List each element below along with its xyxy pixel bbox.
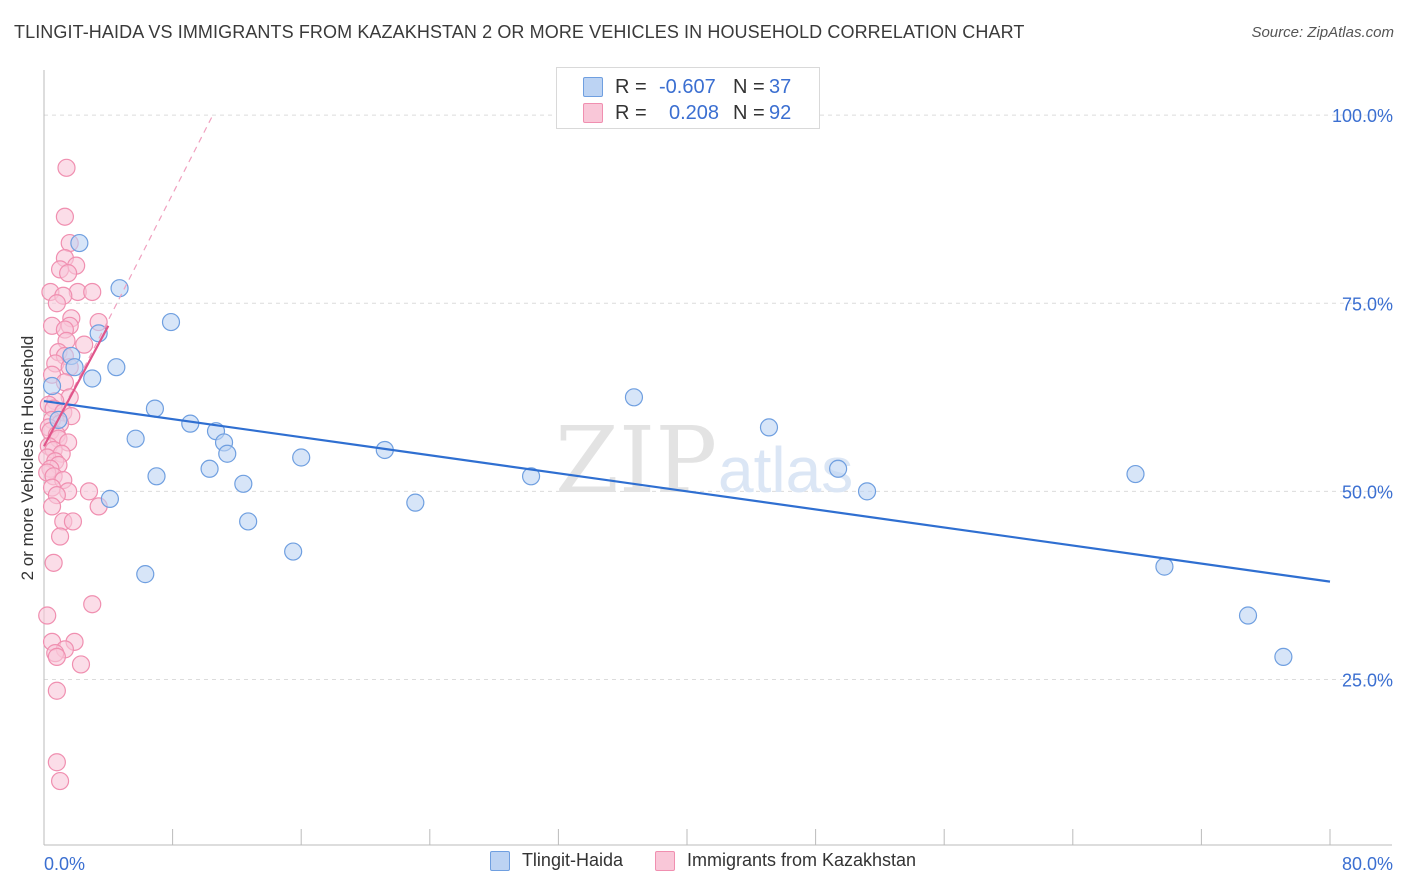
point-tlingit-haida — [857, 482, 877, 501]
correlation-legend: R = -0.607 N = 37 R = 0.208 N = 92 — [556, 67, 820, 129]
point-tlingit-haida — [147, 467, 166, 486]
point-tlingit-haida — [161, 312, 181, 332]
point-tlingit-haida — [70, 233, 89, 253]
legend-r-label: R = — [615, 75, 647, 98]
trend-lines — [43, 114, 1331, 583]
legend-r-label: R = — [615, 101, 647, 124]
point-tlingit-haida — [292, 448, 311, 467]
series-points — [38, 158, 1293, 791]
legend-swatch-tlingit — [583, 77, 603, 97]
point-kazakhstan — [57, 158, 76, 177]
trend-line-kazakhstan-extended — [43, 114, 214, 447]
point-tlingit-haida — [624, 388, 644, 407]
point-tlingit-haida — [284, 542, 303, 561]
point-kazakhstan — [47, 294, 66, 313]
point-tlingit-haida — [65, 358, 84, 377]
point-tlingit-haida — [200, 459, 219, 478]
legend-n-value: 92 — [769, 101, 792, 124]
point-tlingit-haida — [1238, 606, 1258, 625]
point-tlingit-haida — [1274, 647, 1293, 666]
point-tlingit-haida — [218, 444, 237, 463]
point-tlingit-haida — [107, 358, 126, 377]
legend-row-tlingit: R = -0.607 N = 37 — [583, 74, 791, 100]
point-kazakhstan — [63, 512, 83, 531]
y-tick-label: 25.0% — [1342, 670, 1393, 690]
source-label: Source: ZipAtlas.com — [1251, 24, 1394, 41]
point-tlingit-haida — [759, 418, 779, 437]
point-tlingit-haida — [100, 489, 120, 508]
series-legend: Tlingit-Haida Immigrants from Kazakhstan — [0, 850, 1406, 871]
point-kazakhstan — [47, 647, 66, 666]
tick-labels: 25.0% 50.0% 75.0% 100.0% 0.0% 80.0% — [44, 106, 1393, 874]
point-kazakhstan — [83, 282, 102, 302]
point-tlingit-haida — [181, 414, 200, 433]
point-kazakhstan — [47, 681, 66, 700]
point-kazakhstan — [38, 606, 57, 625]
legend-n-label: N = — [733, 75, 765, 98]
point-tlingit-haida — [234, 474, 253, 493]
y-tick-label: 100.0% — [1332, 106, 1393, 126]
point-kazakhstan — [55, 207, 74, 226]
legend-swatch-kazakhstan — [654, 850, 675, 871]
legend-item-tlingit[interactable]: Tlingit-Haida — [489, 850, 623, 871]
legend-r-value: -0.607 — [659, 75, 716, 98]
point-tlingit-haida — [829, 459, 848, 478]
point-kazakhstan — [83, 595, 102, 614]
legend-row-kazakhstan: R = 0.208 N = 92 — [583, 100, 791, 126]
point-tlingit-haida — [42, 376, 62, 396]
point-tlingit-haida — [126, 429, 145, 448]
trend-line-tlingit-haida — [43, 399, 1331, 583]
point-kazakhstan — [79, 482, 99, 501]
point-tlingit-haida — [239, 512, 258, 531]
x-tick-label: 80.0% — [1342, 854, 1393, 874]
point-tlingit-haida — [1126, 464, 1145, 484]
chart-title: TLINGIT-HAIDA VS IMMIGRANTS FROM KAZAKHS… — [14, 22, 1025, 42]
point-kazakhstan — [59, 264, 78, 283]
point-tlingit-haida — [136, 565, 155, 584]
point-kazakhstan — [71, 655, 91, 674]
point-kazakhstan — [50, 771, 70, 791]
point-kazakhstan — [42, 497, 62, 516]
trend-line-kazakhstan — [43, 325, 110, 447]
watermark: ZIP atlas — [555, 407, 853, 514]
point-kazakhstan — [50, 527, 70, 546]
watermark-zip: ZIP — [555, 407, 717, 514]
point-kazakhstan — [47, 753, 66, 772]
point-tlingit-haida — [1155, 557, 1174, 576]
point-tlingit-haida — [110, 279, 129, 298]
point-tlingit-haida — [406, 493, 425, 512]
legend-label-kazakhstan: Immigrants from Kazakhstan — [686, 850, 917, 870]
legend-item-kazakhstan[interactable]: Immigrants from Kazakhstan — [654, 850, 917, 871]
x-tick-label: 0.0% — [44, 854, 85, 874]
point-kazakhstan — [44, 553, 63, 572]
legend-n-label: N = — [733, 101, 765, 124]
legend-n-value: 37 — [769, 75, 792, 98]
legend-r-value: 0.208 — [669, 101, 720, 124]
y-tick-label: 50.0% — [1342, 482, 1393, 502]
legend-swatch-kazakhstan — [583, 103, 603, 123]
legend-swatch-tlingit — [489, 850, 510, 871]
point-tlingit-haida — [521, 467, 541, 486]
point-tlingit-haida — [83, 369, 102, 388]
legend-label-tlingit: Tlingit-Haida — [521, 850, 623, 870]
point-tlingit-haida — [145, 399, 165, 418]
point-kazakhstan — [75, 335, 94, 354]
y-tick-label: 75.0% — [1342, 294, 1393, 314]
gridlines — [44, 114, 1392, 680]
